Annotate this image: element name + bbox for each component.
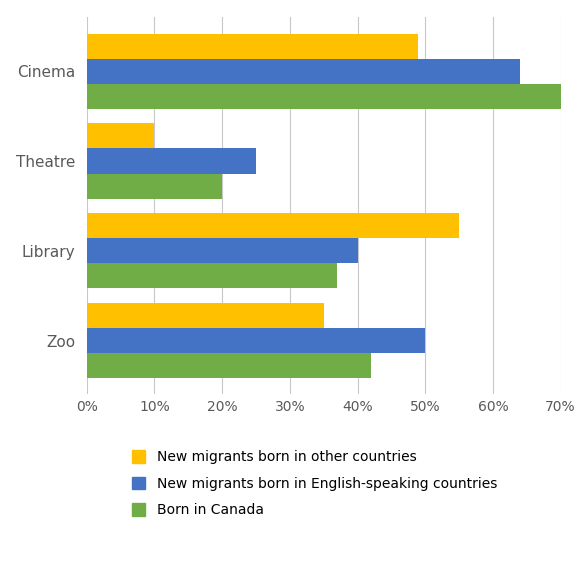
Bar <box>87 59 520 84</box>
Bar <box>87 353 371 378</box>
Bar <box>87 213 459 238</box>
Bar <box>87 263 337 288</box>
Bar <box>87 173 222 199</box>
Legend: New migrants born in other countries, New migrants born in English-speaking coun: New migrants born in other countries, Ne… <box>132 450 497 517</box>
Bar <box>87 84 561 109</box>
Bar <box>87 328 425 353</box>
Bar <box>87 148 256 173</box>
Bar <box>87 124 154 148</box>
Bar <box>87 34 418 59</box>
Bar <box>87 303 324 328</box>
Bar <box>87 238 358 263</box>
